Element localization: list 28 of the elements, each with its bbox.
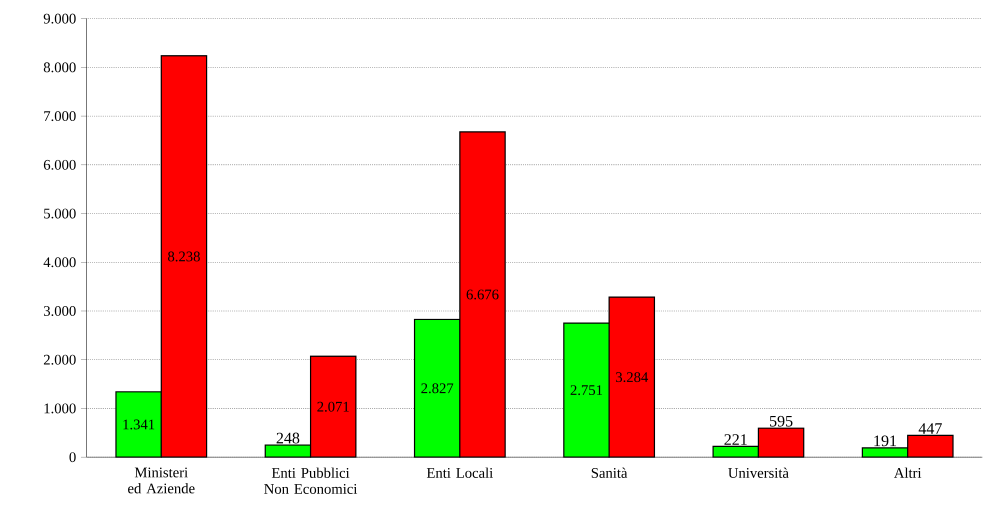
y-tick-label: 8.000 [44, 62, 76, 72]
y-tick-label: 3.000 [44, 306, 76, 316]
data-label: 1.341 [123, 419, 154, 430]
x-tick-label: Enti Pubblici Non Economici [264, 467, 358, 494]
data-label: 3.284 [616, 372, 648, 382]
y-tick-label: 4.000 [44, 257, 76, 268]
data-label: 595 [770, 416, 792, 426]
data-label: 2.071 [317, 402, 349, 412]
y-tick-label: 5.000 [44, 208, 76, 218]
x-tick-label: Enti Locali [426, 467, 493, 478]
y-tick-label: 9.000 [44, 13, 76, 24]
y-tick-label: 1.000 [44, 403, 76, 414]
data-label: 8.238 [168, 251, 200, 262]
data-label: 221 [724, 434, 747, 445]
data-label: 6.676 [466, 289, 499, 300]
data-label: 248 [276, 432, 300, 444]
data-label: 191 [874, 435, 896, 446]
y-tick-label: 6.000 [44, 160, 76, 170]
data-label: 447 [918, 423, 942, 434]
data-label: 2.827 [421, 383, 454, 394]
x-tick-label: Altri [894, 467, 922, 478]
x-tick-label: Sanità [592, 467, 628, 478]
y-tick-label: 2.000 [44, 354, 76, 364]
x-tick-label: Università [728, 467, 789, 478]
data-label: 2.751 [570, 384, 602, 395]
x-tick-label: Ministeri ed Aziende [128, 467, 195, 494]
y-tick-label: 7.000 [44, 110, 76, 121]
y-tick-label: 0 [69, 452, 76, 462]
